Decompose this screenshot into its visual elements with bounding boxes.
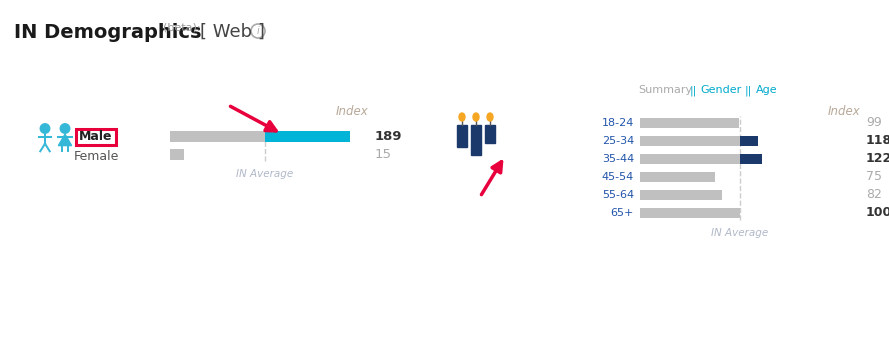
Text: 35-44: 35-44: [602, 154, 634, 164]
Text: 25-34: 25-34: [602, 136, 634, 146]
Text: [ Web ]: [ Web ]: [200, 23, 265, 41]
Text: 18-24: 18-24: [602, 118, 634, 128]
Text: Index: Index: [335, 105, 368, 118]
Text: i: i: [257, 26, 260, 36]
Text: IN Average: IN Average: [236, 169, 293, 179]
FancyBboxPatch shape: [76, 129, 116, 145]
Text: (beta):: (beta):: [163, 23, 201, 33]
Polygon shape: [59, 134, 72, 145]
Text: ||: ||: [690, 85, 697, 96]
Text: 99: 99: [866, 116, 882, 130]
Bar: [640, 190, 722, 200]
Ellipse shape: [473, 113, 479, 121]
Text: 122: 122: [866, 152, 889, 166]
Ellipse shape: [459, 113, 465, 121]
Text: Age: Age: [756, 85, 778, 95]
Bar: [640, 136, 740, 146]
Bar: [740, 136, 758, 146]
Text: Male: Male: [79, 131, 113, 144]
Text: 189: 189: [375, 130, 403, 143]
Bar: [640, 118, 739, 128]
Text: IN Average: IN Average: [711, 228, 769, 238]
Text: Summary: Summary: [638, 85, 693, 95]
Text: Gender: Gender: [700, 85, 741, 95]
Text: Index: Index: [828, 105, 860, 118]
Circle shape: [60, 124, 69, 133]
Text: ||: ||: [745, 85, 752, 96]
Bar: [485, 125, 495, 143]
Bar: [457, 125, 467, 147]
Text: Female: Female: [73, 150, 119, 162]
Text: 118: 118: [866, 134, 889, 148]
Bar: [640, 154, 740, 164]
Ellipse shape: [487, 113, 493, 121]
Bar: [640, 208, 740, 218]
Text: 65+: 65+: [611, 208, 634, 218]
Text: 82: 82: [866, 189, 882, 202]
Bar: [640, 172, 715, 182]
Circle shape: [40, 124, 50, 133]
Bar: [471, 125, 481, 155]
Bar: [740, 154, 762, 164]
Text: IN Demographics: IN Demographics: [14, 23, 202, 42]
Text: 100: 100: [866, 207, 889, 220]
Text: 55-64: 55-64: [602, 190, 634, 200]
Text: 75: 75: [866, 170, 882, 184]
Text: 45-54: 45-54: [602, 172, 634, 182]
Text: 15: 15: [375, 148, 392, 161]
Bar: [170, 149, 184, 160]
Bar: [170, 131, 265, 142]
Bar: [265, 131, 349, 142]
